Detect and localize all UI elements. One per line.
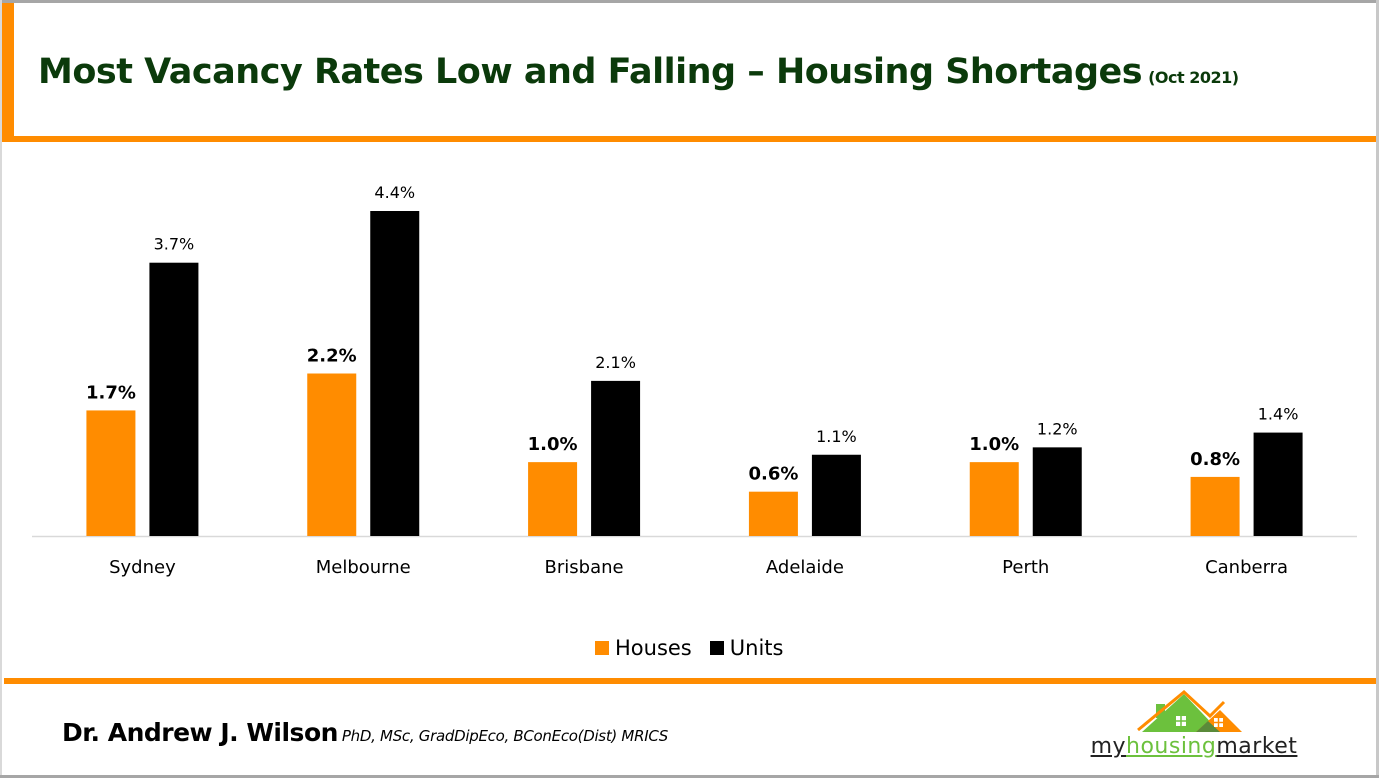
bar-units-adelaide	[811, 454, 861, 536]
header-divider	[2, 136, 1376, 142]
data-label-houses-perth: 1.0%	[969, 434, 1019, 455]
data-label-units-melbourne: 4.4%	[374, 183, 415, 202]
logo-text-my: my	[1090, 734, 1127, 759]
x-tick-label-adelaide: Adelaide	[766, 557, 844, 578]
bar-units-melbourne	[370, 211, 420, 536]
legend-label-houses: Houses	[615, 636, 692, 660]
legend-swatch-houses	[595, 641, 609, 655]
legend-label-units: Units	[729, 636, 784, 660]
logo-text-housing: housing	[1126, 734, 1217, 759]
footer-divider	[4, 678, 1376, 684]
frame-border-right	[1376, 0, 1379, 778]
x-tick-label-sydney: Sydney	[109, 557, 176, 578]
data-label-houses-sydney: 1.7%	[86, 382, 136, 403]
data-label-units-sydney: 3.7%	[154, 235, 195, 254]
bar-houses-melbourne	[307, 373, 357, 536]
bar-units-perth	[1032, 447, 1082, 536]
data-label-units-adelaide: 1.1%	[816, 427, 857, 446]
title-text: Most Vacancy Rates Low and Falling – Hou…	[38, 52, 1143, 92]
bar-houses-adelaide	[748, 491, 798, 536]
bar-houses-brisbane	[528, 462, 578, 536]
bar-units-sydney	[149, 262, 199, 536]
logo-wordmark: myhousingmarket	[1068, 734, 1320, 759]
bar-houses-sydney	[86, 410, 136, 536]
bar-houses-perth	[969, 462, 1019, 536]
bar-units-brisbane	[591, 380, 641, 536]
data-label-houses-adelaide: 0.6%	[748, 464, 798, 485]
data-label-houses-canberra: 0.8%	[1190, 449, 1240, 470]
frame-border-left	[0, 0, 2, 778]
author-name: Dr. Andrew J. Wilson	[62, 718, 338, 747]
bar-chart: 1.7% 3.7% Sydney 2.2% 4.4% Melbourne 1.0% 2.1% B…	[32, 183, 1357, 578]
frame-border-top	[0, 0, 1379, 3]
legend-item-houses: Houses	[595, 636, 692, 660]
x-tick-label-brisbane: Brisbane	[545, 557, 624, 578]
house-roof-logo-icon	[1137, 690, 1242, 732]
bar-houses-canberra	[1190, 476, 1240, 536]
x-tick-label-perth: Perth	[1002, 557, 1049, 578]
data-label-houses-melbourne: 2.2%	[307, 346, 357, 367]
header-accent-bar	[2, 3, 14, 140]
frame-border-bottom	[0, 775, 1379, 778]
bar-units-canberra	[1253, 432, 1303, 536]
x-tick-label-canberra: Canberra	[1205, 557, 1288, 578]
data-label-units-perth: 1.2%	[1037, 419, 1078, 438]
title-date: (Oct 2021)	[1148, 68, 1239, 87]
chart-legend: Houses Units	[595, 636, 801, 660]
page-title: Most Vacancy Rates Low and Falling – Hou…	[38, 52, 1239, 92]
data-label-units-canberra: 1.4%	[1258, 405, 1299, 424]
data-label-units-brisbane: 2.1%	[595, 353, 636, 372]
author-credit: Dr. Andrew J. Wilson PhD, MSc, GradDipEco…	[62, 718, 668, 747]
author-credentials: PhD, MSc, GradDipEco, BConEco(Dist) MRIC…	[341, 727, 668, 745]
logo-text-market: market	[1216, 734, 1298, 759]
x-tick-label-melbourne: Melbourne	[316, 557, 411, 578]
data-label-houses-brisbane: 1.0%	[528, 434, 578, 455]
myhousingmarket-logo: myhousingmarket	[1068, 690, 1320, 770]
legend-item-units: Units	[709, 636, 784, 660]
legend-swatch-units	[709, 641, 724, 655]
